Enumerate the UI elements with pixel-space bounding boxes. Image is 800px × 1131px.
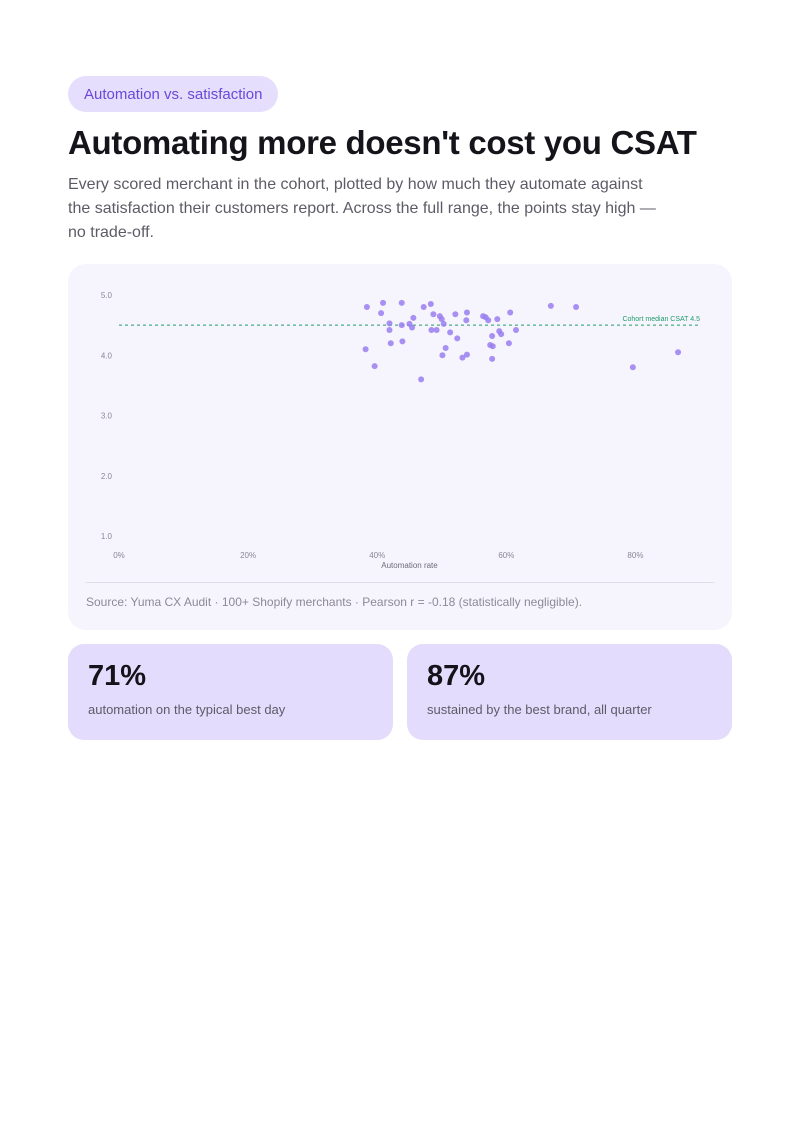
stat-card-best-brand: 87% sustained by the best brand, all qua…	[407, 644, 732, 740]
data-point	[494, 316, 501, 323]
data-point	[399, 338, 406, 345]
x-tick-label: 40%	[369, 551, 385, 560]
data-point	[378, 310, 385, 317]
stat-label: sustained by the best brand, all quarter	[427, 702, 652, 717]
data-point	[427, 301, 434, 308]
data-point	[629, 364, 636, 371]
y-tick-label: 2.0	[101, 472, 113, 481]
x-tick-label: 20%	[240, 551, 256, 560]
chart-card: 5.0 4.0 3.0 2.0 1.0 0% 20% 40% 60% 80% Automation …	[68, 264, 732, 630]
data-point	[362, 346, 369, 353]
data-point	[442, 345, 449, 352]
x-tick-label: 60%	[498, 551, 514, 560]
data-point	[513, 326, 520, 333]
data-point	[485, 317, 492, 324]
data-point	[489, 343, 496, 350]
data-point	[452, 311, 459, 318]
data-point	[438, 316, 445, 323]
data-point	[420, 304, 427, 311]
x-tick-label: 80%	[627, 551, 643, 560]
data-point	[447, 329, 454, 336]
data-point	[363, 304, 370, 311]
data-point	[573, 304, 580, 311]
stat-value: 71%	[88, 660, 147, 692]
x-axis-label: Automation rate	[381, 561, 438, 570]
page-subtitle: Every scored merchant in the cohort, plo…	[68, 176, 656, 241]
y-tick-label: 4.0	[101, 351, 113, 360]
data-point	[398, 299, 405, 306]
scatter-chart: 5.0 4.0 3.0 2.0 1.0 0% 20% 40% 60% 80% Automation …	[101, 291, 700, 570]
data-point	[463, 309, 470, 316]
section-tag: Automation vs. satisfaction	[68, 76, 279, 112]
y-tick-label: 1.0	[101, 532, 113, 541]
data-point	[489, 332, 496, 339]
median-reference-label: Cohort median CSAT 4.5	[622, 316, 700, 323]
data-point	[440, 320, 447, 327]
data-point	[433, 326, 440, 333]
data-point	[386, 326, 393, 333]
data-point	[387, 340, 394, 347]
data-point	[430, 311, 437, 318]
chart-divider	[86, 582, 714, 583]
data-point	[463, 351, 470, 358]
data-point	[380, 299, 387, 306]
data-point	[409, 324, 416, 331]
data-point	[505, 340, 512, 347]
data-point	[398, 322, 405, 329]
page-title: Automating more doesn't cost you CSAT	[68, 124, 697, 161]
y-tick-label: 3.0	[101, 412, 113, 421]
stat-card-automation: 71% automation on the typical best day	[68, 644, 393, 740]
data-point	[410, 314, 417, 321]
data-point	[371, 363, 378, 370]
data-point	[675, 349, 682, 356]
x-tick-label: 0%	[113, 551, 125, 560]
data-point	[498, 331, 505, 338]
data-point	[439, 352, 446, 359]
chart-source-note: Source: Yuma CX Audit · 100+ Shopify mer…	[86, 595, 583, 609]
data-point	[547, 302, 554, 309]
data-point	[418, 376, 425, 383]
data-point	[463, 317, 470, 324]
data-point	[428, 326, 435, 333]
data-point	[507, 309, 514, 316]
data-point	[386, 320, 393, 327]
data-point	[454, 335, 461, 342]
stat-value: 87%	[427, 660, 486, 692]
y-tick-label: 5.0	[101, 291, 113, 300]
data-point	[459, 354, 466, 361]
data-point	[489, 355, 496, 362]
stat-label: automation on the typical best day	[88, 702, 286, 717]
